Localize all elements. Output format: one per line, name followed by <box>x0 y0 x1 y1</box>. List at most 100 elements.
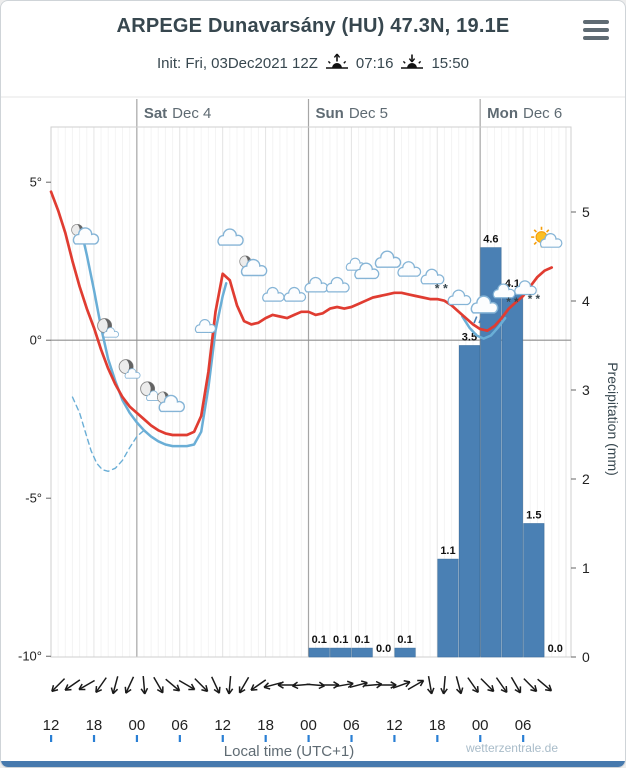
wind-arrow <box>335 680 354 689</box>
time-tick-label: 12 <box>386 717 403 734</box>
wind-arrow <box>178 679 196 691</box>
temp-tick-label: -5° <box>25 491 42 506</box>
time-tick-label: 06 <box>515 717 532 734</box>
precip-bar <box>351 647 373 658</box>
time-tick-mark <box>522 735 525 742</box>
precip-value: 0.0 <box>548 643 563 655</box>
precip-tick-label: 3 <box>582 382 590 398</box>
cloud-moon-icon <box>157 391 185 413</box>
time-tick-mark <box>393 735 396 742</box>
precip-bar <box>394 647 416 658</box>
precip-value: 1.1 <box>440 545 455 557</box>
time-tick-label: 12 <box>214 717 231 734</box>
wind-arrow <box>124 676 135 694</box>
time-tick-label: 06 <box>171 717 188 734</box>
time-tick-mark <box>135 735 139 742</box>
precip-bar <box>308 647 330 658</box>
precip-tick-label: 2 <box>582 471 590 487</box>
series-lines <box>49 190 554 472</box>
wind-arrow <box>263 681 282 690</box>
sun-cloud-icon <box>531 226 563 248</box>
cloud-rain-icon <box>470 295 499 324</box>
wind-arrow <box>225 675 234 695</box>
wind-arrow <box>537 678 553 692</box>
wind-arrow <box>455 676 464 695</box>
wind-arrow <box>110 676 119 695</box>
wind-arrow <box>321 681 340 689</box>
time-tick-label: 00 <box>300 717 317 734</box>
svg-text:* *: * * <box>506 296 519 309</box>
precip-bars: 0.1 0.1 0.10.00.11.13.54.64.11.50.0 <box>308 234 563 658</box>
day-header: Sat Dec 4 <box>144 105 212 122</box>
time-tick-label: 00 <box>128 717 145 734</box>
sunrise-time: 07:16 <box>355 54 394 72</box>
wind-arrow <box>238 676 250 694</box>
wind-arrow <box>392 680 411 689</box>
time-tick-mark <box>178 735 181 742</box>
watermark: wetterzentrale.de <box>465 741 558 755</box>
wind-arrow <box>165 678 181 692</box>
menu-bar <box>583 20 609 24</box>
menu-icon[interactable] <box>583 20 609 40</box>
cloud-snow-icon: * * <box>492 283 519 309</box>
precip-value: 0.1 <box>312 634 327 646</box>
time-tick-mark <box>307 735 310 742</box>
precip-tick-label: 1 <box>582 560 590 576</box>
day-header: Mon Dec 6 <box>487 105 562 122</box>
x-axis-label: Local time (UTC+1) <box>224 743 354 760</box>
page-title: ARPEGE Dunavarsány (HU) 47.3N, 19.1E <box>116 15 510 37</box>
precip-bar <box>458 345 480 658</box>
cloud-moon-icon <box>71 223 100 245</box>
bottom-accent-bar <box>1 761 625 767</box>
wind-arrow <box>140 675 149 695</box>
cloud-snow-icon: * * <box>514 280 541 306</box>
sunrise-icon <box>325 53 348 69</box>
time-tick-mark <box>221 735 224 742</box>
sunset-time: 15:50 <box>431 54 469 72</box>
clouds-icon <box>345 257 380 280</box>
cloud-icon <box>397 261 422 277</box>
cloud-icon <box>325 276 350 293</box>
secondary-temp-line-2 <box>461 315 507 340</box>
svg-text:* *: * * <box>435 282 448 296</box>
moon-cloud-icon <box>97 318 119 338</box>
init-line: Init: Fri, 03Dec2021 12Z 07:16 15:50 <box>1 53 625 73</box>
wind-arrow <box>480 678 495 693</box>
wind-arrow <box>250 679 267 691</box>
secondary-temp-line <box>82 240 228 448</box>
time-tick-mark <box>350 735 353 742</box>
precip-value: 1.5 <box>526 510 541 522</box>
wind-arrow <box>467 677 479 694</box>
wind-arrow-strip <box>51 675 553 695</box>
dashed-temp-line <box>71 396 145 472</box>
cloud-icon <box>194 319 216 333</box>
wind-arrow <box>495 677 508 694</box>
init-text: Init: Fri, 03Dec2021 12Z <box>156 54 318 72</box>
wind-arrow <box>194 678 209 693</box>
precip-bar <box>523 523 545 658</box>
precip-bar <box>330 647 352 658</box>
precip-tick-label: 5 <box>582 204 590 220</box>
precip-bar <box>501 291 523 658</box>
gridlines <box>1 96 625 658</box>
time-tick-mark <box>479 735 482 742</box>
cloud-icon <box>374 250 402 268</box>
temperature-line <box>49 190 554 437</box>
wind-arrow <box>51 678 66 693</box>
cloud-snow-icon: * * <box>420 268 448 296</box>
precip-bar <box>437 558 459 658</box>
wind-arrow <box>510 676 522 694</box>
precip-bar <box>480 247 502 658</box>
sunset-icon <box>401 54 424 69</box>
time-tick-mark <box>92 735 96 742</box>
day-header: Sun Dec 5 <box>315 105 388 122</box>
menu-bar <box>583 36 609 40</box>
time-tick-mark <box>436 735 439 742</box>
axes: 5° 0° -5° -10° 5 4 3 2 1 0 12 18 00 06 12 18 00 06 12 18 00 0… <box>18 105 590 742</box>
temp-tick-label: -10° <box>18 649 42 664</box>
header: ARPEGE Dunavarsány (HU) 47.3N, 19.1E Ini… <box>1 1 625 94</box>
precip-value: 4.6 <box>483 234 498 246</box>
wind-arrow <box>153 676 164 694</box>
time-tick-label: 18 <box>429 717 446 734</box>
